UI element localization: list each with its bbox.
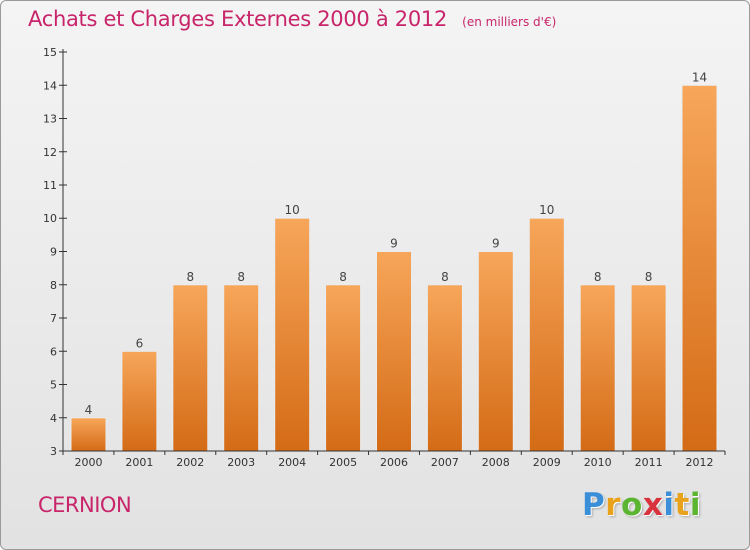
- bar-value-label: 10: [285, 203, 300, 217]
- brand-logo-letter: r: [605, 487, 622, 523]
- brand-logo: Proxiti: [582, 487, 701, 523]
- bar: [630, 284, 667, 452]
- y-tick-label: 11: [43, 179, 57, 192]
- x-tick-label: 2007: [431, 456, 459, 469]
- x-tick-label: 2001: [125, 456, 153, 469]
- chart-unit-label: (en milliers d'€): [462, 15, 557, 29]
- y-tick-label: 13: [43, 113, 57, 126]
- bar-value-label: 6: [136, 336, 144, 350]
- bar: [121, 350, 158, 452]
- y-tick-label: 15: [43, 46, 57, 59]
- bar: [477, 251, 514, 452]
- y-tick-label: 3: [50, 445, 57, 458]
- brand-logo-letter: t: [674, 487, 690, 523]
- x-tick-label: 2011: [635, 456, 663, 469]
- brand-logo-letter: o: [621, 487, 643, 523]
- y-tick-label: 4: [50, 412, 57, 425]
- bar-value-label: 9: [390, 237, 398, 251]
- commune-name: CERNION: [38, 493, 132, 517]
- bar: [70, 417, 107, 452]
- y-tick-label: 8: [50, 279, 57, 292]
- axes-layer: 2000 2001 2002 2003 2004 2005 2006 2007 2008 2009…: [43, 46, 726, 469]
- brand-logo-letter: i: [689, 487, 701, 523]
- bar-value-label: 8: [186, 270, 194, 284]
- y-tick-label: 5: [50, 379, 57, 392]
- x-tick-label: 2003: [227, 456, 255, 469]
- x-tick-label: 2002: [176, 456, 204, 469]
- brand-logo-letter: P: [582, 487, 606, 523]
- x-tick-label: 2000: [75, 456, 103, 469]
- bar: [325, 284, 362, 452]
- bar-value-label: 10: [539, 203, 554, 217]
- bars-layer: 4 6 8 8 10 8 9 8 9 10 8 8 14: [70, 70, 718, 452]
- bar-value-label: 9: [492, 237, 500, 251]
- x-tick-label: 2012: [686, 456, 714, 469]
- x-tick-label: 2006: [380, 456, 408, 469]
- bar-value-label: 8: [441, 270, 449, 284]
- brand-logo-letter: i: [663, 487, 675, 523]
- x-tick-label: 2010: [584, 456, 612, 469]
- bar-value-label: 8: [237, 270, 245, 284]
- chart-title: Achats et Charges Externes 2000 à 2012: [28, 7, 448, 31]
- bar: [223, 284, 260, 452]
- y-tick-label: 12: [43, 146, 57, 159]
- bar: [579, 284, 616, 452]
- bar: [172, 284, 209, 452]
- bar: [426, 284, 463, 452]
- y-tick-label: 7: [50, 312, 57, 325]
- brand-logo-letter: x: [642, 487, 664, 523]
- x-tick-label: 2004: [278, 456, 306, 469]
- bar: [274, 217, 311, 452]
- y-tick-label: 9: [50, 246, 57, 259]
- title-block: Achats et Charges Externes 2000 à 2012 (…: [28, 7, 556, 31]
- x-tick-label: 2005: [329, 456, 357, 469]
- bar-value-label: 8: [339, 270, 347, 284]
- y-tick-label: 6: [50, 345, 57, 358]
- y-tick-label: 14: [43, 79, 57, 92]
- bar-value-label: 8: [594, 270, 602, 284]
- bar-value-label: 14: [692, 70, 707, 84]
- y-tick-label: 10: [43, 212, 57, 225]
- bar: [681, 84, 718, 452]
- x-tick-label: 2008: [482, 456, 510, 469]
- bar-value-label: 4: [85, 403, 93, 417]
- bar-value-label: 8: [645, 270, 653, 284]
- bar: [528, 217, 565, 452]
- bar: [376, 251, 412, 452]
- x-tick-label: 2009: [533, 456, 561, 469]
